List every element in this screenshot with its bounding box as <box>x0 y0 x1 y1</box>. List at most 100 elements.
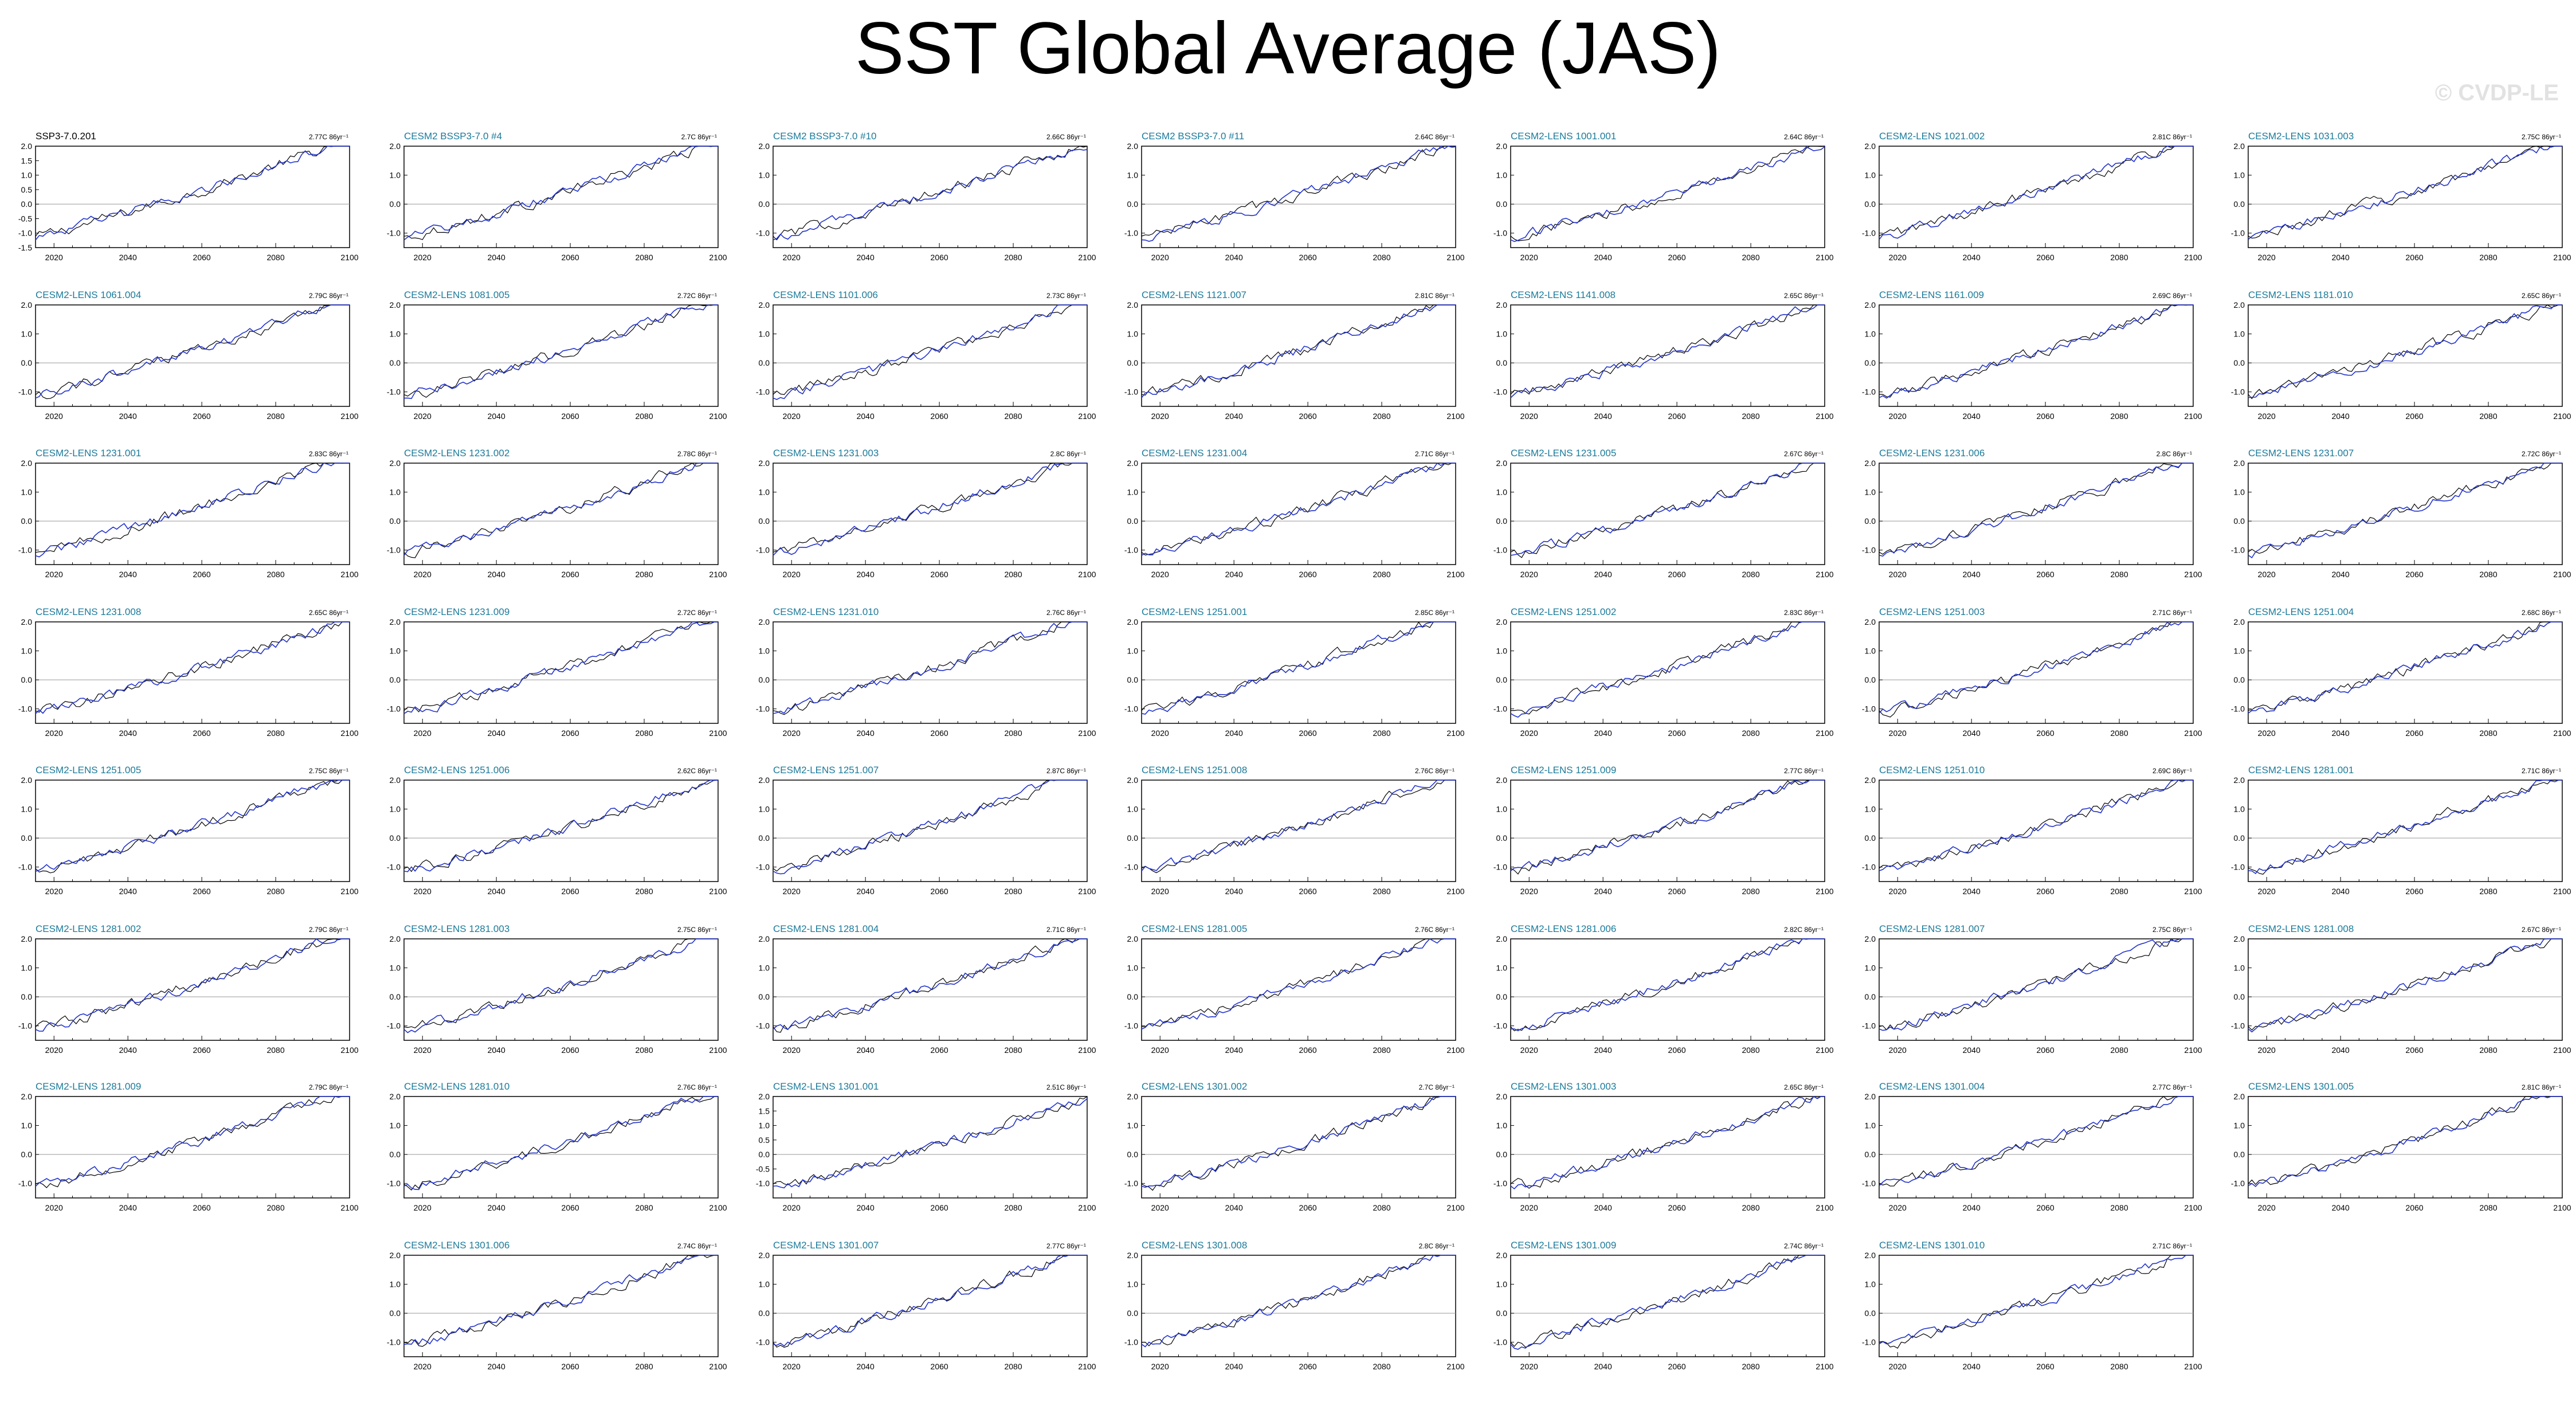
panel: CESM2-LENS 1231.002 2.78C 86yr⁻¹ 2.0 1.0 0.0… <box>387 448 727 579</box>
x-tick-label: 2080 <box>1373 1203 1390 1212</box>
x-tick-label: 2040 <box>2332 887 2350 896</box>
y-tick-label: 0.0 <box>759 1150 770 1159</box>
x-tick-label: 2020 <box>783 1045 801 1055</box>
y-tick-label: 2.0 <box>21 300 33 310</box>
panel: CESM2-LENS 1251.003 2.71C 86yr⁻¹ 2.0 1.0 0.0… <box>1862 606 2202 738</box>
series-line-model <box>1141 462 1456 556</box>
y-tick-label: 0.0 <box>1496 516 1508 526</box>
plot-frame <box>1510 780 1825 882</box>
series-line-model <box>773 304 1087 400</box>
x-tick-label: 2100 <box>709 570 727 579</box>
x-tick-label: 2100 <box>1078 729 1096 738</box>
panel-title: CESM2-LENS 1231.007 <box>2248 448 2354 459</box>
plot-frame <box>35 621 350 724</box>
panel-title: CESM2-LENS 1251.005 <box>36 765 141 776</box>
x-tick-label: 2060 <box>562 1045 579 1055</box>
x-tick-label: 2060 <box>2406 1203 2424 1212</box>
x-tick-label: 2100 <box>709 1203 727 1212</box>
trend-label: 2.67C 86yr⁻¹ <box>2522 926 2561 934</box>
x-tick-label: 2020 <box>783 1362 801 1371</box>
x-tick-label: 2040 <box>2332 412 2350 421</box>
y-tick-label: 1.0 <box>759 647 770 656</box>
y-tick-label: 1.0 <box>759 805 770 814</box>
panel-title: CESM2-LENS 1251.001 <box>1142 606 1247 617</box>
plot-frame <box>2248 146 2563 248</box>
series-line-obs <box>35 1096 350 1188</box>
y-tick-label: 1.0 <box>1865 171 1876 180</box>
panel: CESM2-LENS 1031.003 2.75C 86yr⁻¹ 2.0 1.0 0.0… <box>2231 131 2571 262</box>
x-tick-label: 2100 <box>340 887 358 896</box>
series-line-obs <box>773 146 1088 241</box>
y-tick-label: 1.0 <box>1865 488 1876 497</box>
panel-title: CESM2-LENS 1231.002 <box>404 448 509 459</box>
plot-frame <box>2248 621 2563 724</box>
y-tick-label: -1.0 <box>18 229 32 238</box>
y-tick-label: 2.0 <box>759 776 770 785</box>
y-tick-label: 2.0 <box>2234 142 2245 151</box>
trend-label: 2.71C 86yr⁻¹ <box>1415 450 1454 458</box>
x-tick-label: 2100 <box>1816 1362 1833 1371</box>
x-tick-label: 2100 <box>1078 253 1096 262</box>
x-tick-label: 2060 <box>2406 412 2424 421</box>
y-tick-label: 0.0 <box>390 675 401 684</box>
panel: CESM2-LENS 1181.010 2.65C 86yr⁻¹ 2.0 1.0 0.0… <box>2231 289 2571 421</box>
x-tick-label: 2040 <box>1594 729 1612 738</box>
x-tick-label: 2100 <box>2184 729 2202 738</box>
series-line-model <box>2248 1096 2562 1188</box>
plot-frame <box>773 938 1088 1041</box>
y-tick-label: 0.0 <box>759 992 770 1001</box>
y-tick-label: 0.0 <box>2234 199 2245 209</box>
series-line-model <box>1510 146 1825 242</box>
panel-title: CESM2-LENS 1231.006 <box>1879 448 1985 459</box>
panel: CESM2 BSSP3-7.0 #4 2.7C 86yr⁻¹ 2.0 1.0 0.0 -1… <box>387 131 727 262</box>
plot-frame <box>1510 304 1825 407</box>
x-tick-label: 2060 <box>562 570 579 579</box>
y-tick-label: 1.0 <box>21 1121 33 1130</box>
y-tick-label: 2.0 <box>1496 459 1508 468</box>
plot-frame <box>2248 463 2563 565</box>
panel: CESM2-LENS 1161.009 2.69C 86yr⁻¹ 2.0 1.0 0.0… <box>1862 289 2202 421</box>
series-line-obs <box>35 780 350 874</box>
x-tick-label: 2020 <box>1151 570 1169 579</box>
y-tick-label: -1.0 <box>1862 1338 1876 1347</box>
trend-label: 2.7C 86yr⁻¹ <box>681 133 717 141</box>
x-tick-label: 2060 <box>931 412 948 421</box>
x-tick-label: 2080 <box>266 1203 284 1212</box>
x-tick-label: 2040 <box>1963 887 1981 896</box>
plot-frame <box>2248 304 2563 407</box>
x-tick-label: 2020 <box>1520 412 1538 421</box>
x-tick-label: 2060 <box>562 1203 579 1212</box>
plot-frame <box>35 463 350 565</box>
y-tick-label: -1.0 <box>756 229 770 238</box>
series-line-model <box>403 1096 718 1190</box>
y-tick-label: 2.0 <box>1865 142 1876 151</box>
y-tick-label: 1.0 <box>1865 805 1876 814</box>
x-tick-label: 2060 <box>1668 253 1686 262</box>
x-tick-label: 2020 <box>1520 887 1538 896</box>
x-tick-label: 2040 <box>488 729 505 738</box>
x-tick-label: 2060 <box>2406 570 2424 579</box>
y-tick-label: 1.0 <box>2234 964 2245 973</box>
x-tick-label: 2080 <box>1742 412 1759 421</box>
x-tick-label: 2020 <box>45 412 63 421</box>
plot-frame <box>35 938 350 1041</box>
y-tick-label: 2.0 <box>759 934 770 943</box>
panel-title: CESM2-LENS 1101.006 <box>773 289 878 300</box>
trend-label: 2.71C 86yr⁻¹ <box>2152 609 2192 617</box>
x-tick-label: 2040 <box>2332 253 2350 262</box>
series-line-obs <box>403 146 718 240</box>
trend-label: 2.7C 86yr⁻¹ <box>1419 1083 1454 1091</box>
y-tick-label: 0.5 <box>21 185 33 194</box>
y-tick-label: 1.0 <box>390 330 401 339</box>
panel: CESM2-LENS 1301.003 2.65C 86yr⁻¹ 2.0 1.0 0.0… <box>1493 1081 1834 1212</box>
x-tick-label: 2080 <box>1742 729 1759 738</box>
trend-label: 2.76C 86yr⁻¹ <box>1046 609 1086 617</box>
y-tick-label: -1.0 <box>1493 704 1507 714</box>
panel: CESM2 BSSP3-7.0 #10 2.66C 86yr⁻¹ 2.0 1.0 0.0… <box>756 131 1096 262</box>
x-tick-label: 2100 <box>1816 570 1833 579</box>
y-tick-label: 2.0 <box>21 934 33 943</box>
x-tick-label: 2080 <box>635 729 653 738</box>
panel-title: CESM2-LENS 1031.003 <box>2248 131 2354 142</box>
y-tick-label: 1.0 <box>390 1280 401 1289</box>
y-tick-label: 1.0 <box>1865 1121 1876 1130</box>
